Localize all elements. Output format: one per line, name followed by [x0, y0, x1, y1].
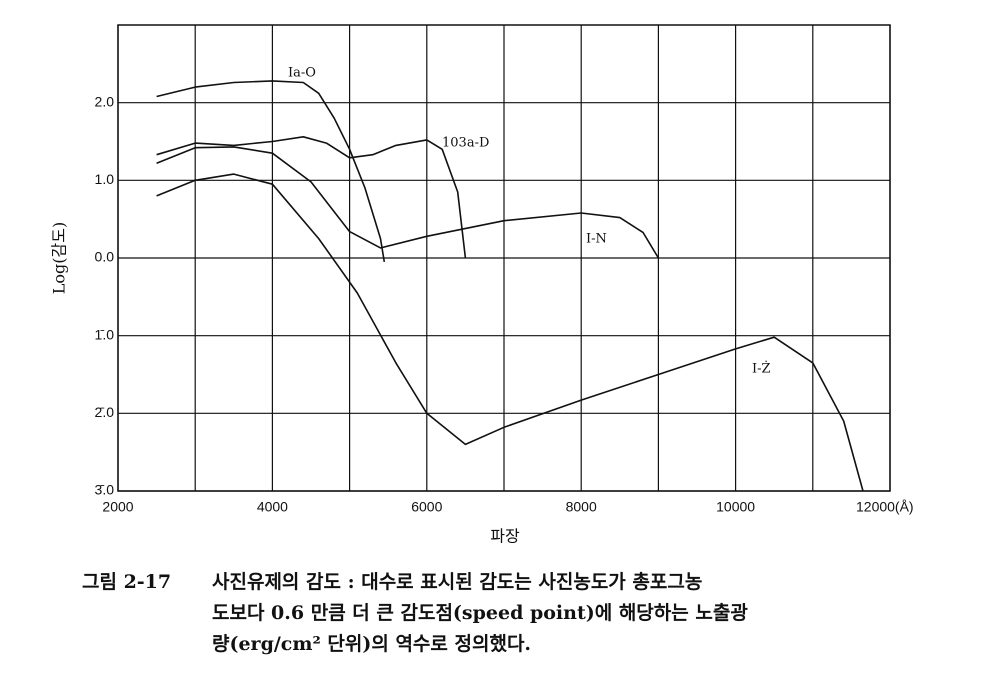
y-tick-label: 2̄.0: [95, 404, 115, 420]
x-tick-label: 2000: [102, 499, 133, 515]
y-axis-label: Log(감도): [50, 222, 69, 294]
curve: [156, 80, 386, 263]
x-axis-label: 파장: [490, 527, 520, 546]
y-tick-label: 1.0: [95, 171, 115, 187]
caption-line: 사진유제의 감도 : 대수로 표시된 감도는 사진농도가 총포그농: [212, 571, 702, 593]
x-tick-label: 12000(Å): [856, 499, 914, 515]
curve: [156, 173, 864, 492]
x-tick-label: 6000: [411, 499, 442, 515]
y-tick-label: 0.0: [95, 249, 115, 265]
caption-line: 량(erg/cm² 단위)의 역수로 정의했다.: [212, 633, 531, 655]
curve: [156, 146, 660, 259]
y-tick-label: 3̄.0: [95, 482, 115, 498]
curve-label: I-Ż: [752, 360, 771, 377]
x-tick-label: 4000: [257, 499, 288, 515]
curve-label: Ia-O: [288, 66, 316, 81]
caption-label: 그림 2-17: [82, 571, 171, 593]
caption-line: 도보다 0.6 만큼 더 큰 감도점(speed point)에 해당하는 노출…: [212, 602, 748, 624]
x-tick-label: 8000: [566, 499, 597, 515]
curve: [156, 136, 467, 259]
x-tick-label: 10000: [716, 499, 755, 515]
curve-label: I-N: [586, 232, 607, 247]
y-tick-label: 1̄.0: [95, 326, 115, 342]
y-tick-label: 2.0: [95, 93, 115, 109]
curve-label: 103a-D: [442, 136, 489, 151]
